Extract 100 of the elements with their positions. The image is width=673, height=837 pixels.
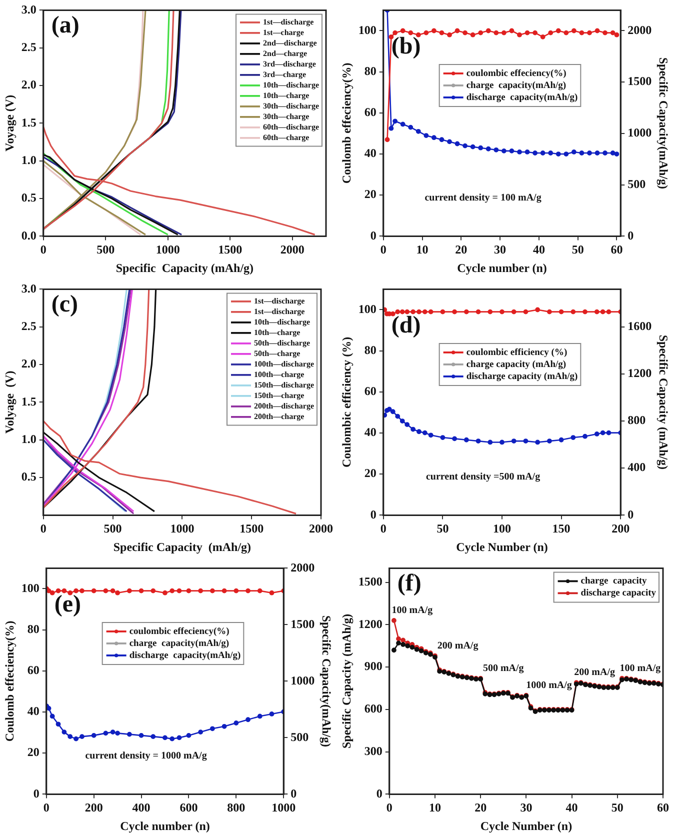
legend-label: discharge capacity (mAh/g) (466, 372, 578, 382)
legend-label: 60th—charge (263, 133, 310, 142)
y-tick-label: 0.5 (21, 470, 36, 484)
x-tick-label: 50 (572, 242, 584, 256)
y-tick-label: 1.5 (21, 394, 36, 408)
annotation: current density = 1000 mA/g (85, 750, 207, 762)
y2-tick-label: 1500 (628, 74, 652, 88)
legend-label: charge capacity (580, 576, 648, 587)
legend-label: 200th—charge (254, 412, 305, 422)
x-tick-label: 500 (104, 521, 122, 536)
annotation: (a) (51, 12, 80, 38)
y-tick-label: 40 (364, 425, 376, 440)
x-tick-label: 800 (227, 800, 246, 814)
y-tick-label: 60 (364, 384, 376, 398)
y-tick-label: 80 (27, 622, 40, 636)
y-tick-label: 1.5 (21, 115, 36, 130)
legend-label: 1st—charge (263, 28, 304, 38)
y-tick-label: 20 (27, 745, 40, 760)
x-tick-label: 0 (386, 800, 392, 814)
y-tick-label: 100 (358, 302, 376, 316)
annotation: current density = 100 mA/g (424, 192, 542, 204)
y2-tick-label: 500 (628, 176, 646, 191)
x-tick-label: 1000 (272, 800, 296, 814)
y2-tick-label: 0 (290, 786, 297, 800)
legend-label: coulombic effeciency(%) (129, 626, 230, 637)
x-tick-label: 2000 (280, 242, 304, 256)
legend-label: charge capacity(mAh/g) (129, 638, 230, 649)
legend-label: discharge capacity(mAh/g) (129, 650, 241, 661)
x-tick-label: 0 (43, 800, 50, 814)
y2-tick-label: 2000 (290, 560, 315, 574)
y-tick-label: 0.0 (21, 228, 36, 242)
annotation: 100 mA/g (392, 605, 433, 616)
annotation: (d) (391, 312, 421, 338)
legend-label: 1st—discharge (263, 18, 314, 27)
y-tick-label: 100 (358, 22, 376, 37)
y-tick-label: 20 (364, 187, 376, 202)
x-tick-label: 2000 (309, 521, 333, 536)
x-axis-title: Specific Capacity (mAh/g) (113, 540, 252, 554)
legend-label: 150th—discharge (254, 380, 314, 390)
legend-label: discharge capacity (580, 588, 656, 599)
y-tick-label: 80 (364, 64, 376, 78)
x-axis-title: Cycle number (n) (457, 260, 547, 275)
y-tick-label: 2.5 (21, 318, 36, 333)
x-tick-label: 30 (520, 800, 532, 814)
y-tick-label: 600 (364, 702, 382, 716)
legend-label: 50th—discharge (254, 338, 310, 348)
legend-label: 3rd—discharge (263, 60, 316, 69)
legend-label: charge capacity (mAh/g) (466, 360, 566, 370)
y-tick-label: 3.0 (21, 2, 36, 16)
legend-label: 2nd—discharge (263, 38, 318, 48)
annotation: (f) (397, 570, 422, 596)
legend-label: 200th—discharge (254, 402, 314, 411)
x-tick-label: 400 (132, 800, 150, 814)
x-axis-title: Cycle Number (n) (480, 818, 572, 833)
x-axis-title: Cycle Number (n) (456, 540, 548, 554)
x-tick-label: 600 (180, 800, 198, 814)
y-tick-label: 1200 (358, 616, 382, 631)
legend-label: 60th—discharge (263, 122, 320, 132)
legend-label: 3rd—charge (263, 70, 307, 80)
y-tick-label: 2.0 (21, 356, 36, 371)
y2-tick-label: 2000 (628, 22, 652, 37)
y-tick-label: 0 (370, 228, 376, 242)
y-tick-label: 0.5 (21, 190, 36, 205)
legend-label: 30th—discharge (263, 102, 320, 111)
y-tick-label: 1.0 (21, 432, 36, 446)
x-tick-label: 10 (429, 800, 441, 814)
y-axis-title: Coulomb effeciency(%) (2, 620, 16, 742)
y2-tick-label: 1500 (290, 616, 315, 631)
y-axis-title: Voyage (V) (2, 94, 16, 152)
x-tick-label: 60 (657, 800, 669, 814)
y-tick-label: 20 (364, 466, 376, 480)
legend-label: 10th—discharge (263, 80, 320, 90)
legend-label: 1st—discharge (254, 296, 306, 306)
legend-label: coulombic efficiency (%) (466, 348, 568, 358)
annotation: 500 mA/g (482, 662, 524, 674)
x-tick-label: 200 (84, 800, 103, 814)
x-axis-title: Specific Capacity (mAh/g) (116, 260, 254, 275)
y2-tick-label: 0 (628, 507, 634, 522)
x-tick-label: 1500 (240, 521, 264, 536)
x-tick-label: 150 (552, 521, 570, 536)
x-tick-label: 30 (494, 242, 506, 256)
y2-axis-title: Specific Capacity(mAh/g) (320, 615, 334, 748)
x-tick-label: 50 (436, 521, 449, 536)
legend-label: 100th—discharge (254, 360, 314, 369)
x-tick-label: 1000 (170, 521, 194, 536)
annotation: (c) (51, 291, 78, 318)
y-axis-title: Coulomb effeciency(%) (339, 62, 354, 184)
annotation: 100 mA/g (620, 662, 661, 674)
y2-tick-label: 500 (290, 730, 309, 744)
legend-label: discharge capacity(mAh/g) (466, 92, 578, 103)
legend-label: 2nd—charge (263, 49, 308, 58)
legend-label: 10th—charge (254, 328, 301, 338)
annotation: (b) (391, 33, 421, 60)
legend-label: 50th—charge (254, 349, 301, 358)
y-tick-label: 40 (27, 704, 40, 718)
legend-label: 100th—charge (254, 370, 305, 380)
y-tick-label: 60 (364, 105, 376, 120)
y-tick-label: 1.0 (21, 152, 36, 167)
x-tick-label: 20 (474, 800, 487, 814)
y2-tick-label: 1200 (628, 366, 652, 380)
